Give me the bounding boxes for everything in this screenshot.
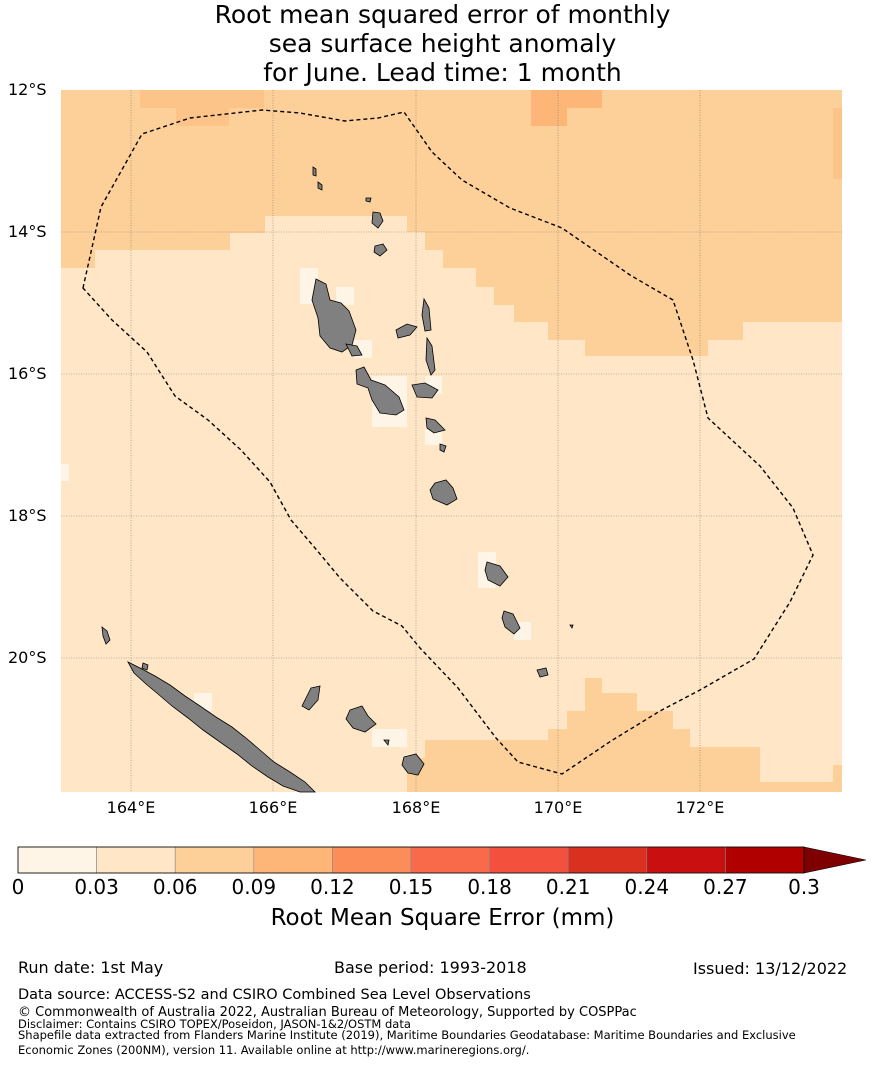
island-efate (429, 479, 458, 506)
shapefile-credit: Shapefile data extracted from Flanders M… (18, 1028, 796, 1057)
island-mare (401, 753, 425, 776)
lat-label-18s: 18°S (8, 506, 47, 525)
island-torres-2 (317, 181, 323, 191)
colorbar-tick-label: 0.03 (74, 875, 119, 899)
copyright: © Commonwealth of Australia 2022, Austra… (18, 1005, 637, 1020)
island-banks-2 (373, 243, 388, 257)
rmse-patch-north-b (176, 108, 229, 126)
island-tanna (501, 610, 521, 635)
island-ouvea (301, 685, 321, 711)
island-banks-3 (365, 197, 372, 203)
title-line-3: for June. Lead time: 1 month (263, 58, 622, 87)
colorbar-segment-4 (332, 846, 412, 874)
colorbar-frame (17, 846, 805, 874)
island-shepherd (439, 443, 447, 453)
rmse-patch-north-c (531, 90, 602, 108)
rmse-patch-north-d (531, 108, 567, 126)
lon-label-166e: 166°E (248, 798, 298, 817)
island-ambae (395, 323, 418, 339)
island-erromango (484, 561, 509, 587)
lon-label-172e: 172°E (675, 798, 725, 817)
island-ile-des-pins (141, 662, 149, 671)
colorbar-segment-1 (96, 846, 176, 874)
colorbar-tick-label: 0.09 (231, 875, 277, 899)
island-maewo (421, 297, 432, 332)
island-loyalty-small (383, 739, 390, 746)
island-malo (345, 343, 363, 357)
colorbar-segment-9 (725, 846, 805, 874)
island-new-caledonia (127, 661, 316, 793)
base-period: Base period: 1993-2018 (334, 958, 527, 977)
lat-label-14s: 14°S (8, 222, 47, 241)
rmse-map (61, 90, 842, 793)
island-belep (101, 626, 111, 645)
island-banks-1 (371, 211, 384, 229)
colorbar-tick-label: 0.06 (152, 875, 198, 899)
lon-label-168e: 168°E (391, 798, 441, 817)
island-ambrym (411, 382, 439, 399)
island-pentecost (425, 336, 436, 376)
rmse-patch-east (833, 108, 842, 179)
lat-label-12s: 12°S (8, 80, 47, 99)
land-masses (101, 166, 574, 793)
eez-boundary (82, 109, 814, 775)
colorbar-tick-label: 0.27 (703, 875, 748, 899)
rmse-region-south (407, 678, 842, 792)
lat-label-16s: 16°S (8, 364, 47, 383)
colorbar-tick-label: 0.15 (388, 875, 434, 899)
island-lifou (345, 705, 377, 733)
colorbar-segment-2 (174, 846, 255, 874)
title-line-2: sea surface height anomaly (268, 29, 617, 58)
run-date: Run date: 1st May (18, 958, 164, 977)
lon-label-164e: 164°E (106, 798, 156, 817)
colorbar-segment-0 (17, 846, 97, 874)
rmse-patch-north-a (140, 90, 264, 108)
colorbar-tick-label: 0.21 (545, 875, 591, 899)
rmse-region-north (61, 90, 842, 356)
graticule (61, 90, 842, 792)
issued-date: Issued: 13/12/2022 (693, 959, 848, 978)
colorbar-segment-5 (410, 846, 490, 874)
colorbar-extend-arrow (803, 846, 867, 874)
island-torres-1 (312, 166, 317, 177)
island-matthew (569, 624, 574, 629)
colorbar-segment-6 (489, 846, 569, 874)
colorbar-tick-label: 0.12 (310, 875, 355, 899)
title-line-1: Root mean squared error of monthly (214, 0, 671, 29)
colorbar-segment-7 (567, 846, 648, 874)
lat-label-20s: 20°S (8, 648, 47, 667)
colorbar-tick-label: 0.24 (624, 875, 670, 899)
island-aneityum (536, 667, 549, 678)
island-paama-epi (425, 417, 446, 434)
colorbar-segment-8 (646, 846, 726, 874)
data-source: Data source: ACCESS-S2 and CSIRO Combine… (18, 987, 531, 1003)
island-malakula (355, 366, 405, 416)
colorbar-tick-label: 0.3 (788, 875, 820, 899)
lon-label-170e: 170°E (533, 798, 583, 817)
colorbar-segment-3 (253, 846, 333, 874)
colorbar-tick-label: 0 (11, 875, 25, 899)
disclaimer: Disclaimer: Contains CSIRO TOPEX/Poseido… (18, 1017, 411, 1031)
colorbar (17, 846, 867, 874)
map-title: Root mean squared error of monthly sea s… (0, 0, 885, 87)
colorbar-label: Root Mean Square Error (mm) (270, 905, 615, 931)
colorbar-tick-label: 0.18 (467, 875, 512, 899)
